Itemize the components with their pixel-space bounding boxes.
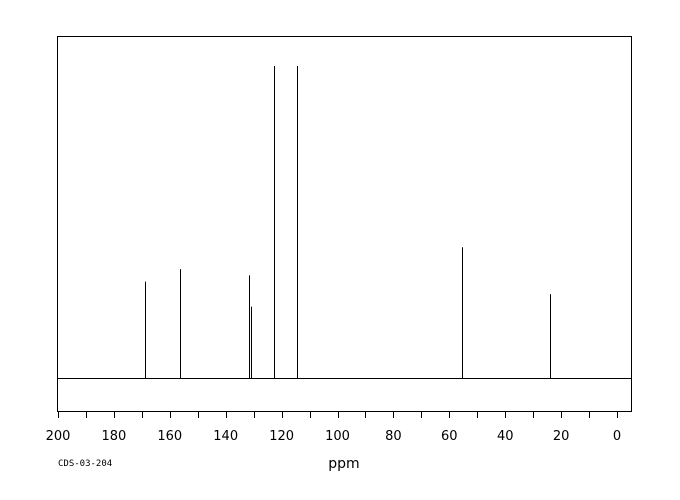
tick-label-140: 140 xyxy=(213,429,238,444)
spectrum-code-label: CDS-03-204 xyxy=(58,459,112,469)
tick-label-80: 80 xyxy=(385,429,402,444)
tick-label-100: 100 xyxy=(325,429,350,444)
tick-label-120: 120 xyxy=(269,429,294,444)
tick-label-0: 0 xyxy=(613,429,621,444)
tick-label-160: 160 xyxy=(157,429,182,444)
x-axis-label: ppm xyxy=(328,456,359,472)
plot-frame xyxy=(57,36,632,412)
x-axis-tick-labels: 200 180 160 140 120 100 80 60 40 20 0 xyxy=(46,429,622,444)
tick-label-60: 60 xyxy=(441,429,458,444)
tick-label-20: 20 xyxy=(553,429,570,444)
peaks-group xyxy=(145,66,551,379)
tick-label-40: 40 xyxy=(497,429,514,444)
x-axis-ticks xyxy=(58,411,618,418)
tick-label-200: 200 xyxy=(46,429,71,444)
tick-label-180: 180 xyxy=(101,429,126,444)
